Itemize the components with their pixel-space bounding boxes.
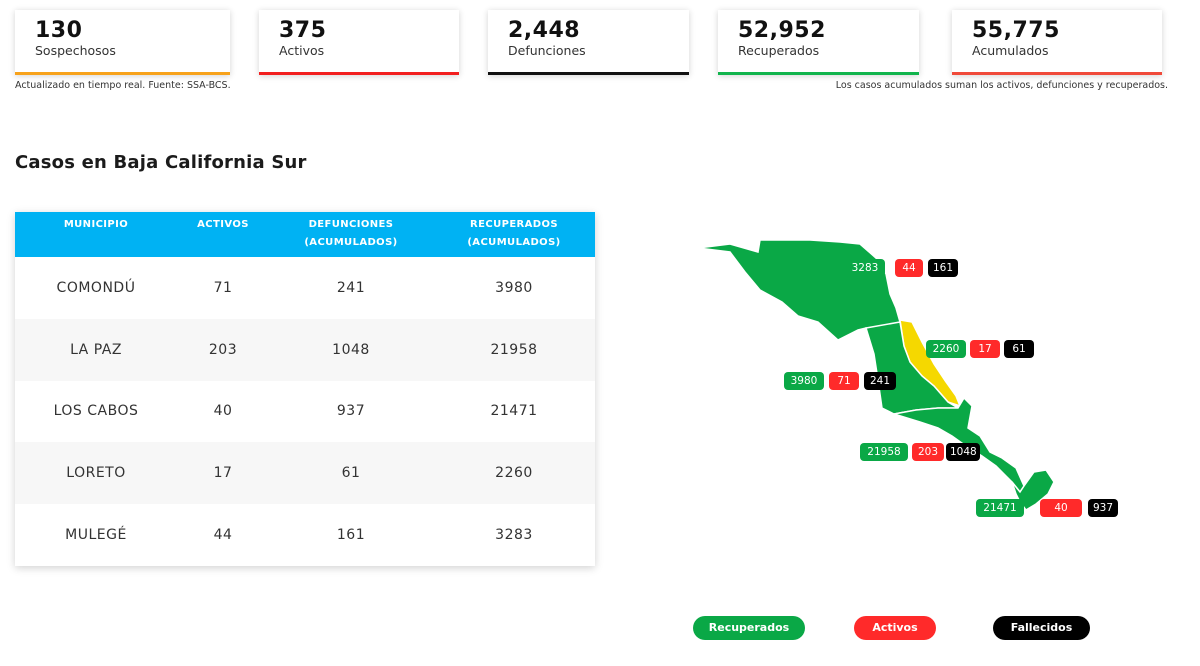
stat-card-defunciones: 2,448 Defunciones (488, 10, 689, 75)
cell-recuperados: 2260 (495, 465, 533, 482)
map-tag-la-paz-activos: 203 (912, 443, 944, 461)
map-tag-mulege-activos: 44 (895, 259, 923, 277)
table-row: LA PAZ 203 1048 21958 (15, 318, 595, 381)
cell-activos: 71 (213, 279, 233, 296)
map-tag-mulege-recuperados: 3283 (845, 259, 885, 277)
stat-accent-bar (952, 72, 1162, 75)
region-mulege[interactable] (697, 239, 901, 341)
table-row: MULEGÉ 44 161 3283 (15, 504, 595, 566)
stat-label: Recuperados (738, 43, 820, 58)
stat-accent-bar (718, 72, 919, 75)
cell-municipio: COMONDÚ (56, 279, 136, 296)
region-la-paz[interactable] (893, 396, 1025, 494)
table-row: COMONDÚ 71 241 3980 (15, 257, 595, 319)
bcs-map: 3283 44 161 2260 17 61 3980 71 241 21958… (690, 230, 1150, 540)
header-activos: ACTIVOS (197, 219, 249, 230)
stat-value: 130 (35, 18, 83, 43)
legend-recuperados: Recuperados (693, 616, 805, 640)
cell-recuperados: 21471 (490, 403, 538, 420)
map-tag-la-paz-fallecidos: 1048 (946, 443, 980, 461)
cell-recuperados: 3283 (495, 527, 533, 544)
cell-activos: 203 (208, 341, 238, 358)
map-tag-la-paz-recuperados: 21958 (860, 443, 908, 461)
stat-card-activos: 375 Activos (259, 10, 459, 75)
header-recuperados: RECUPERADOS (ACUMULADOS) (467, 219, 561, 248)
cell-municipio: MULEGÉ (65, 527, 127, 544)
legend-fallecidos: Fallecidos (993, 616, 1090, 640)
table-row: LORETO 17 61 2260 (15, 442, 595, 505)
cases-table: MUNICIPIO ACTIVOS DEFUNCIONES (ACUMULADOS… (15, 212, 595, 566)
legend-activos: Activos (854, 616, 936, 640)
cell-defunciones: 241 (336, 279, 366, 296)
header-defunciones: DEFUNCIONES (ACUMULADOS) (304, 219, 398, 248)
header-municipio: MUNICIPIO (63, 219, 129, 230)
stat-label: Sospechosos (35, 43, 116, 58)
cell-activos: 40 (213, 403, 233, 420)
cell-recuperados: 3980 (495, 279, 533, 296)
stat-label: Activos (279, 43, 325, 58)
cell-defunciones: 61 (341, 465, 361, 482)
stat-card-acumulados: 55,775 Acumulados (952, 10, 1162, 75)
cell-defunciones: 937 (336, 403, 366, 420)
map-tag-loreto-fallecidos: 61 (1004, 340, 1034, 358)
cell-municipio: LORETO (66, 465, 126, 482)
stat-label: Acumulados (972, 43, 1049, 58)
stat-value: 52,952 (738, 18, 826, 43)
stat-card-sospechosos: 130 Sospechosos (15, 10, 230, 75)
cell-activos: 17 (213, 465, 233, 482)
map-tag-loreto-recuperados: 2260 (926, 340, 966, 358)
stat-accent-bar (488, 72, 689, 75)
cell-recuperados: 21958 (490, 341, 538, 358)
stat-value: 2,448 (508, 18, 581, 43)
cell-defunciones: 1048 (332, 341, 370, 358)
map-tag-comondu-fallecidos: 241 (864, 372, 896, 390)
table-header-row: MUNICIPIO ACTIVOS DEFUNCIONES (ACUMULADOS… (15, 212, 595, 257)
stat-label: Defunciones (508, 43, 586, 58)
map-tag-los-cabos-activos: 40 (1040, 499, 1082, 517)
map-tag-los-cabos-fallecidos: 937 (1088, 499, 1118, 517)
map-tag-comondu-activos: 71 (829, 372, 859, 390)
stat-value: 55,775 (972, 18, 1060, 43)
cell-defunciones: 161 (336, 527, 366, 544)
stat-accent-bar (259, 72, 459, 75)
cell-municipio: LOS CABOS (53, 403, 139, 420)
section-title: Casos en Baja California Sur (15, 152, 307, 173)
cell-activos: 44 (213, 527, 233, 544)
map-tag-mulege-fallecidos: 161 (928, 259, 958, 277)
map-tag-comondu-recuperados: 3980 (784, 372, 824, 390)
stat-value: 375 (279, 18, 327, 43)
map-tag-loreto-activos: 17 (970, 340, 1000, 358)
map-tag-los-cabos-recuperados: 21471 (976, 499, 1024, 517)
stat-card-recuperados: 52,952 Recuperados (718, 10, 919, 75)
update-note: Actualizado en tiempo real. Fuente: SSA-… (15, 80, 231, 91)
cell-municipio: LA PAZ (70, 341, 122, 358)
stat-accent-bar (15, 72, 230, 75)
table-row: LOS CABOS 40 937 21471 (15, 381, 595, 443)
accumulated-note: Los casos acumulados suman los activos, … (835, 80, 1168, 91)
